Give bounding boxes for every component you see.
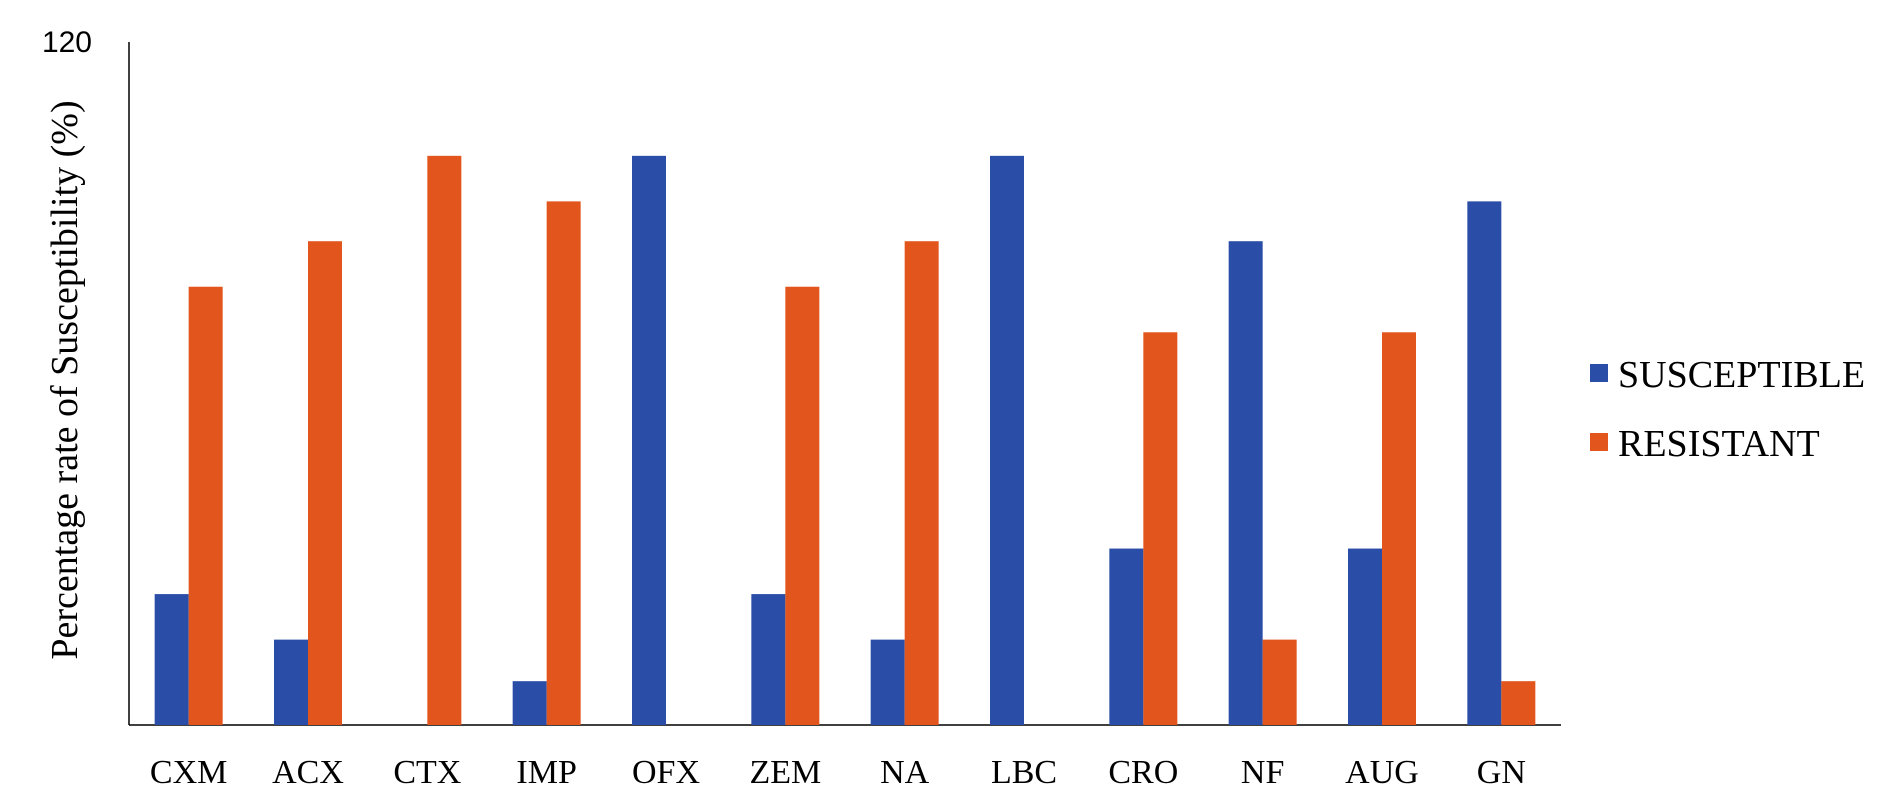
bar-resistant-na [904, 241, 939, 726]
legend-label-susceptible: SUSCEPTIBLE [1618, 354, 1865, 396]
x-tick-label-acx: ACX [272, 754, 344, 791]
bar-resistant-aug [1382, 332, 1416, 725]
bar-resistant-cro [1143, 332, 1178, 725]
plot-area: 120 CXM ACX CTX IMP OFX ZEM NA LBC CRO NF AUG GN [42, 26, 1561, 791]
x-tick-label-imp: IMP [516, 754, 576, 791]
bar-resistant-cxm [188, 286, 223, 725]
legend-swatch-susceptible [1590, 364, 1608, 382]
bar-resistant-zem [785, 286, 820, 725]
bar-susceptible-na [870, 639, 905, 725]
y-tick-label-max: 120 [42, 26, 92, 59]
bar-susceptible-lbc [990, 155, 1024, 726]
bar-susceptible-aug [1348, 548, 1382, 725]
bar-resistant-imp [546, 201, 581, 725]
x-tick-label-gn: GN [1477, 754, 1526, 791]
legend-label-resistant: RESISTANT [1618, 423, 1820, 465]
x-tick-label-aug: AUG [1345, 754, 1419, 791]
bar-susceptible-gn [1467, 201, 1502, 725]
x-tick-label-zem: ZEM [749, 754, 821, 791]
bar-susceptible-nf [1228, 241, 1263, 726]
bar-susceptible-ofx [632, 155, 666, 726]
bar-susceptible-cxm [154, 594, 189, 725]
x-tick-label-cro: CRO [1108, 754, 1178, 791]
bar-resistant-acx [308, 241, 342, 726]
x-tick-label-ofx: OFX [632, 754, 700, 791]
legend: SUSCEPTIBLE RESISTANT [1590, 354, 1865, 465]
x-tick-label-lbc: LBC [991, 754, 1057, 791]
bar-resistant-nf [1262, 639, 1297, 725]
bar-resistant-ctx [427, 155, 462, 726]
bars-group [154, 155, 1536, 726]
bar-susceptible-cro [1109, 548, 1144, 725]
bar-resistant-gn [1501, 681, 1536, 725]
bar-susceptible-imp [512, 681, 547, 725]
x-tick-label-cxm: CXM [150, 754, 227, 791]
category-labels: CXM ACX CTX IMP OFX ZEM NA LBC CRO NF AUG GN [150, 754, 1526, 791]
x-tick-label-ctx: CTX [393, 754, 461, 791]
legend-swatch-resistant [1590, 433, 1608, 451]
y-axis-title: Percentage rate of Susceptibility (%) [44, 100, 86, 659]
bar-susceptible-acx [274, 639, 308, 725]
bar-susceptible-zem [751, 594, 786, 725]
x-tick-label-nf: NF [1241, 754, 1284, 791]
x-tick-label-na: NA [880, 754, 930, 791]
